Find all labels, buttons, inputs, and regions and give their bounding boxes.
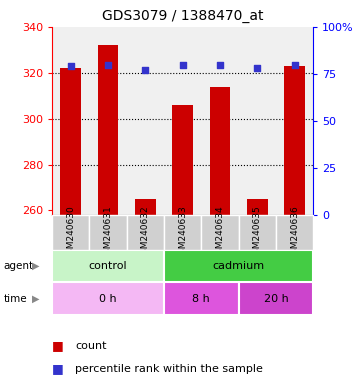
Text: 8 h: 8 h <box>192 293 210 304</box>
Bar <box>238 282 313 315</box>
Bar <box>135 199 155 215</box>
Title: GDS3079 / 1388470_at: GDS3079 / 1388470_at <box>102 9 263 23</box>
Text: time: time <box>4 293 27 304</box>
Text: GSM240631: GSM240631 <box>103 205 112 260</box>
Bar <box>238 215 276 250</box>
Text: cadmium: cadmium <box>213 261 265 271</box>
Bar <box>210 86 230 215</box>
Text: GSM240636: GSM240636 <box>290 205 299 260</box>
Point <box>255 65 260 71</box>
Bar <box>284 66 305 215</box>
Text: GSM240633: GSM240633 <box>178 205 187 260</box>
Bar <box>164 215 201 250</box>
Bar <box>276 215 313 250</box>
Point <box>142 67 148 73</box>
Bar <box>127 215 164 250</box>
Text: agent: agent <box>4 261 34 271</box>
Text: ▶: ▶ <box>32 261 40 271</box>
Text: percentile rank within the sample: percentile rank within the sample <box>75 364 263 374</box>
Bar <box>164 282 238 315</box>
Point <box>180 61 185 68</box>
Text: GSM240630: GSM240630 <box>66 205 75 260</box>
Bar <box>98 45 118 215</box>
Text: 20 h: 20 h <box>263 293 288 304</box>
Text: ■: ■ <box>52 362 64 375</box>
Bar <box>89 215 127 250</box>
Bar <box>52 215 89 250</box>
Text: control: control <box>88 261 127 271</box>
Point <box>68 63 73 70</box>
Text: ▶: ▶ <box>32 293 40 304</box>
Text: GSM240632: GSM240632 <box>141 205 150 260</box>
Point <box>292 61 297 68</box>
Text: GSM240634: GSM240634 <box>216 205 224 260</box>
Bar <box>60 68 81 215</box>
Bar <box>172 105 193 215</box>
Text: GSM240635: GSM240635 <box>253 205 262 260</box>
Text: count: count <box>75 341 107 351</box>
Bar <box>247 199 267 215</box>
Point <box>217 61 223 68</box>
Bar <box>201 215 238 250</box>
Bar <box>52 282 164 315</box>
Bar <box>164 250 313 282</box>
Text: 0 h: 0 h <box>99 293 117 304</box>
Point <box>105 61 111 68</box>
Text: ■: ■ <box>52 339 64 352</box>
Bar <box>52 250 164 282</box>
